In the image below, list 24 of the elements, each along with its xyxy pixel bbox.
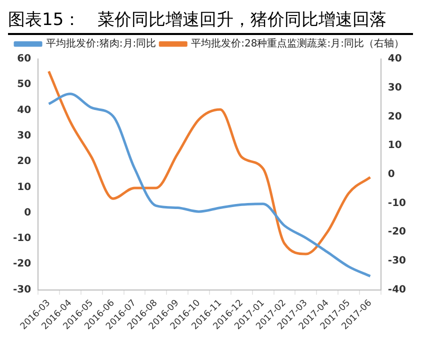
y2-tick-label: -30 bbox=[388, 256, 406, 267]
chart-title: 图表15： 菜价同比增速回升，猪价同比增速回落 bbox=[8, 8, 413, 35]
y2-tick-label: -40 bbox=[388, 284, 406, 296]
legend-label: 平均批发价:28种重点监测蔬菜:月:同比（右轴） bbox=[191, 38, 404, 50]
y2-tick-label: 30 bbox=[388, 82, 402, 94]
y-tick-label: 30 bbox=[17, 130, 32, 142]
y2-tick-label: 10 bbox=[388, 140, 402, 152]
y-tick-label: 60 bbox=[17, 54, 32, 65]
y-tick-label: 0 bbox=[24, 207, 32, 218]
y-tick-label: 10 bbox=[17, 182, 32, 193]
y-tick-label: 40 bbox=[17, 104, 32, 116]
y-tick-label: -20 bbox=[12, 258, 32, 270]
y2-tick-label: 20 bbox=[388, 111, 402, 122]
y-tick-label: 20 bbox=[17, 156, 32, 168]
y-tick-label: 50 bbox=[17, 79, 32, 90]
y2-tick-label: -10 bbox=[388, 198, 406, 209]
y-tick-label: -10 bbox=[12, 233, 32, 244]
legend-label: 平均批发价:猪肉:月:同比 bbox=[46, 38, 156, 50]
y2-tick-label: 40 bbox=[388, 54, 402, 65]
y-tick-label: -30 bbox=[12, 284, 32, 296]
line-series bbox=[48, 92, 372, 278]
y2-tick-label: 0 bbox=[388, 168, 395, 180]
y2-tick-label: -20 bbox=[388, 226, 406, 238]
line-series bbox=[48, 70, 372, 256]
